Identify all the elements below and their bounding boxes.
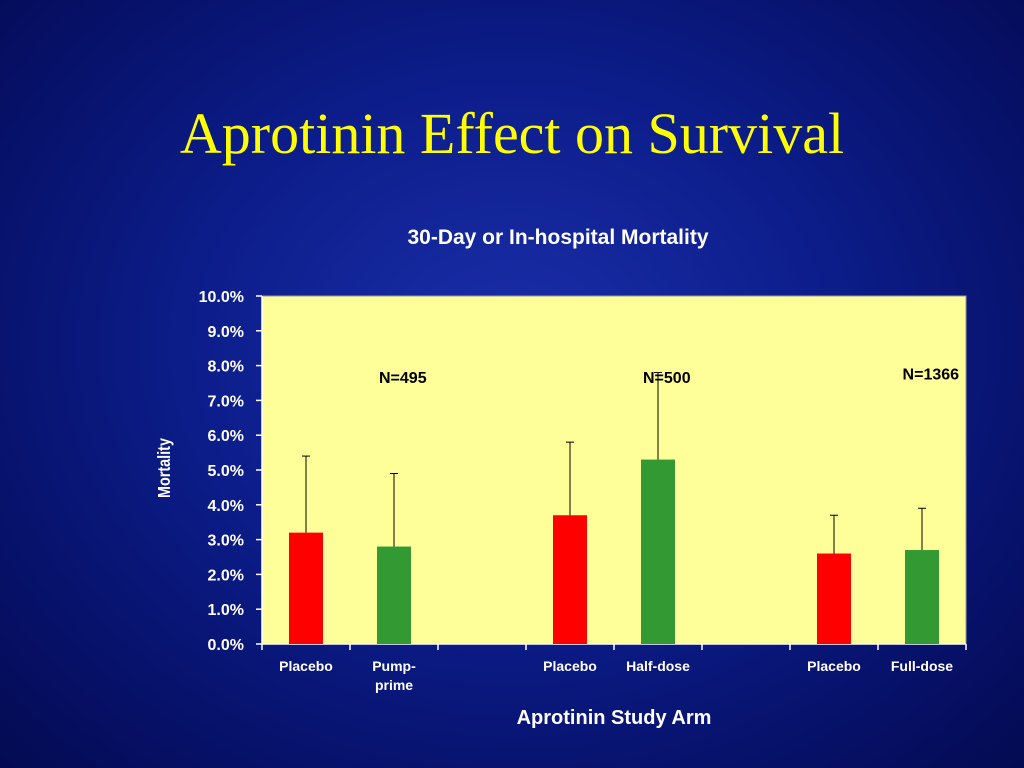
y-tick-label: 10.0%	[199, 289, 244, 306]
y-tick-label: 0.0%	[208, 637, 244, 654]
bar-aprotinin	[905, 550, 939, 644]
x-tick-label: Pump-prime	[372, 658, 416, 693]
x-axis-label: Aprotinin Study Arm	[517, 707, 712, 729]
sample-size-label: N=495	[379, 370, 427, 387]
x-tick-label: Placebo	[807, 658, 861, 674]
x-tick-label: Half-dose	[626, 658, 690, 674]
bar-aprotinin	[641, 459, 675, 644]
y-tick-label: 9.0%	[208, 324, 244, 341]
sample-size-label: N=500	[643, 370, 691, 387]
slide-title: Aprotinin Effect on Survival	[179, 101, 845, 166]
plot-area	[261, 295, 967, 645]
bar-placebo	[289, 532, 323, 644]
y-tick-label: 2.0%	[208, 567, 244, 584]
y-tick-label: 4.0%	[208, 498, 244, 515]
annotations: N=495 N=500 N=1366	[379, 367, 959, 387]
x-tick-label: Full-dose	[891, 658, 953, 674]
bars	[289, 372, 939, 644]
chart-title: 30-Day or In-hospital Mortality	[407, 226, 708, 249]
bar-placebo	[553, 515, 587, 644]
y-tick-label: 8.0%	[208, 359, 244, 376]
bar-placebo	[817, 553, 851, 644]
y-axis: 0.0% 1.0% 2.0% 3.0% 4.0% 5.0% 6.0% 7.0% 8.0% 9.0%…	[199, 289, 263, 654]
y-tick-label: 3.0%	[208, 533, 244, 550]
y-tick-label: 5.0%	[208, 463, 244, 480]
y-axis-label: Mortality	[155, 438, 175, 498]
x-axis: Placebo Pump-prime Placebo Half-dose Placebo…	[261, 643, 967, 693]
y-tick-label: 1.0%	[208, 602, 244, 619]
bar-aprotinin	[377, 546, 411, 644]
sample-size-label: N=1366	[903, 367, 960, 384]
x-tick-label: Placebo	[543, 658, 597, 674]
x-tick-label: Placebo	[279, 658, 333, 674]
y-tick-label: 6.0%	[208, 428, 244, 445]
y-tick-label: 7.0%	[208, 393, 244, 410]
